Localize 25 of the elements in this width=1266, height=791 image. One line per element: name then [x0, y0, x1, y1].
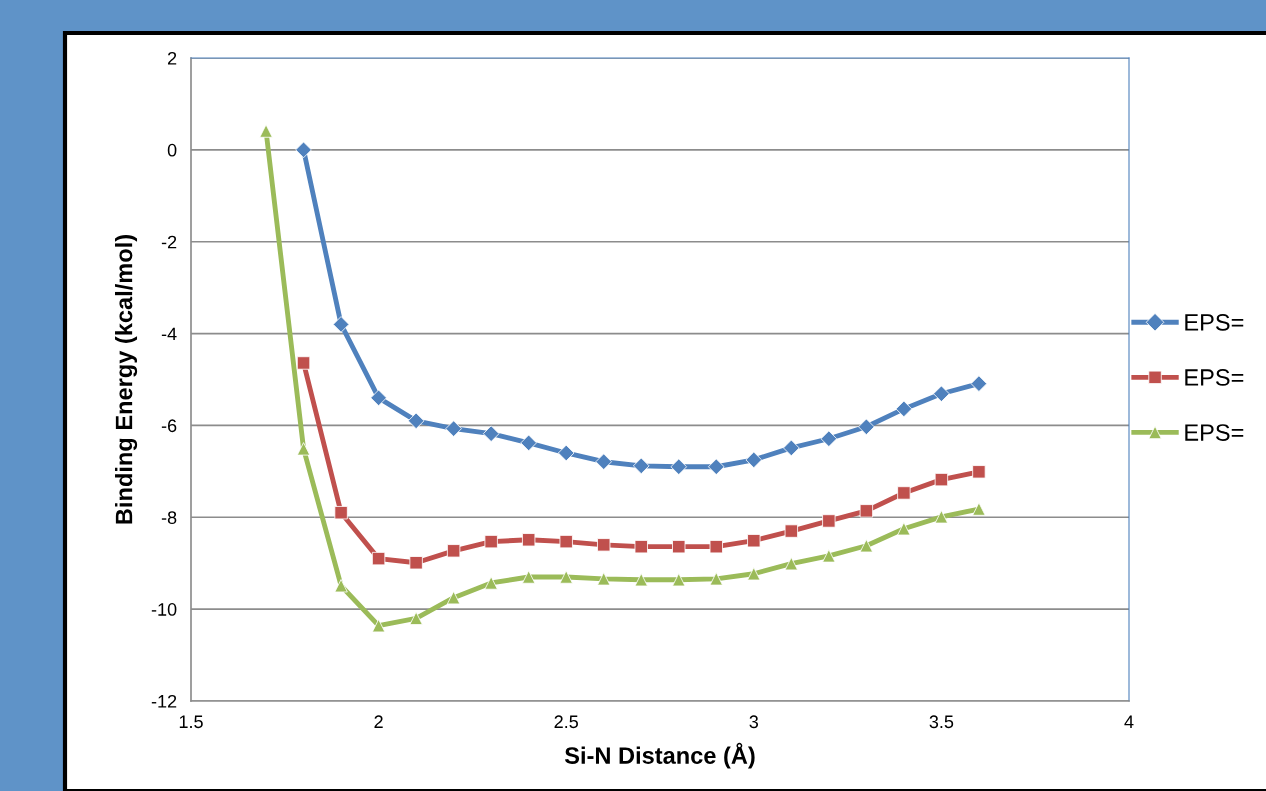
legend-label: EPS=: [1185, 424, 1244, 441]
x-tick-label: 3: [749, 715, 759, 729]
x-tick-label: 2: [374, 715, 383, 728]
x-tick-label: 4: [1124, 715, 1134, 728]
legend-label: EPS=: [1185, 369, 1244, 386]
point: [370, 389, 387, 407]
x-tick-label: 3.5: [929, 715, 954, 729]
point: [934, 472, 949, 487]
y-tick-label: -12: [151, 694, 177, 708]
x-axis-title: Si-N Distance (Å): [564, 742, 755, 769]
x-tick-label: 2.5: [554, 715, 578, 729]
point: [332, 316, 350, 333]
y-tick-label: -2: [161, 235, 177, 249]
y-tick-label: -10: [151, 603, 177, 616]
y-tick-label: -4: [161, 327, 177, 341]
y-tick-label: -6: [161, 419, 177, 433]
point: [371, 551, 386, 566]
point: [858, 418, 875, 436]
y-tick-label: 2: [167, 51, 177, 65]
y-tick-label: -8: [161, 511, 177, 525]
y-tick-label: 0: [167, 143, 177, 157]
x-tick-label: 1.5: [179, 715, 203, 729]
y-axis-title: Binding Energy (kcal/mol): [115, 235, 138, 524]
legend-label: EPS=: [1185, 314, 1244, 331]
point: [482, 425, 500, 442]
